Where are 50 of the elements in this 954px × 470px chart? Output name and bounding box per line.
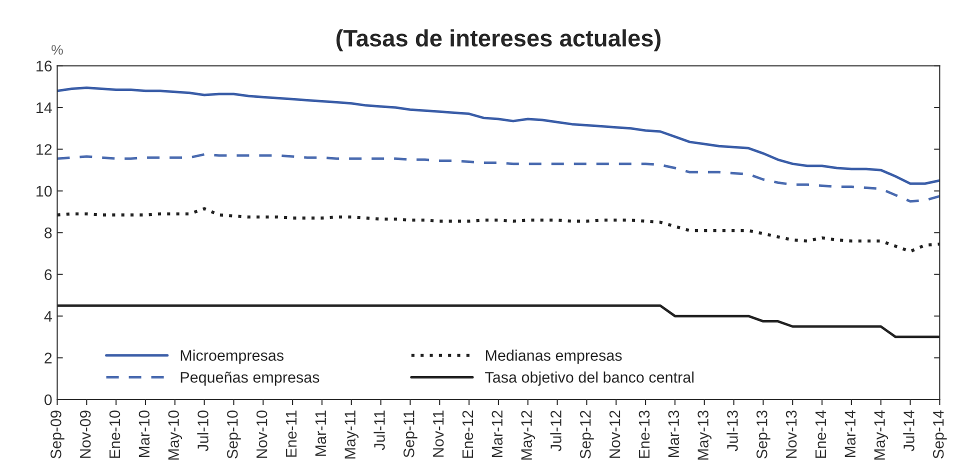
legend-label: Tasa objetivo del banco central — [485, 372, 694, 386]
x-tick-label: May-11 — [344, 410, 359, 458]
x-tick-label: Jul-14 — [903, 410, 914, 452]
x-tick-label: Mar-14 — [844, 410, 856, 458]
x-tick-label: Nov-09 — [80, 410, 91, 458]
x-tick-label: Mar-12 — [492, 410, 503, 458]
y-tick-label: 0 — [44, 394, 52, 406]
y-tick-label: 10 — [36, 186, 52, 197]
x-tick-label: Ene-11 — [286, 410, 297, 457]
x-tick-label: May-13 — [698, 410, 712, 460]
x-tick-label: Ene-14 — [815, 410, 826, 458]
x-tick-label: Ene-13 — [638, 410, 650, 458]
x-tick-label: May-10 — [168, 410, 182, 460]
x-tick-label: Mar-13 — [668, 410, 680, 458]
x-tick-label: Jul-13 — [726, 410, 738, 452]
y-axis-title: % — [52, 44, 63, 55]
y-tick-label: 6 — [44, 269, 52, 280]
y-tick-label: 14 — [36, 102, 52, 114]
legend-label: Microempresas — [180, 350, 284, 364]
x-tick-label: Sep-11 — [404, 410, 418, 458]
x-tick-label: Sep-12 — [580, 410, 594, 458]
line-series — [57, 304, 940, 338]
legend-label: Medianas empresas — [486, 350, 622, 364]
y-tick-label: 16 — [36, 60, 52, 72]
x-tick-label: Sep-13 — [756, 410, 770, 458]
x-tick-label: May-14 — [874, 410, 888, 460]
x-tick-label: Sep-10 — [227, 410, 241, 458]
legend-label: Pequeñas empresas — [180, 372, 320, 386]
x-tick-label: Nov-10 — [256, 410, 268, 458]
x-tick-label: Sep-14 — [932, 410, 947, 458]
x-tick-label: Mar-10 — [138, 410, 150, 458]
x-tick-label: Nov-11 — [433, 410, 444, 457]
x-tick-label: Jul-11 — [374, 410, 385, 450]
x-tick-label: Nov-13 — [786, 410, 797, 458]
x-tick-label: Ene-12 — [462, 410, 474, 458]
x-tick-label: Jul-12 — [550, 410, 562, 452]
y-tick-label: 12 — [36, 144, 52, 155]
line-series — [57, 153, 940, 203]
x-tick-label: Sep-09 — [50, 410, 64, 458]
y-tick-label: 2 — [44, 352, 52, 364]
x-tick-label: Nov-12 — [609, 410, 620, 458]
y-tick-label: 8 — [44, 228, 52, 238]
x-tick-label: Mar-11 — [315, 410, 326, 456]
chart-title: (Tasas de intereses actuales) — [336, 29, 660, 52]
x-tick-label: Ene-10 — [109, 410, 120, 458]
line-series — [57, 86, 940, 185]
line-series — [57, 207, 940, 253]
x-tick-label: May-12 — [521, 410, 535, 460]
x-tick-label: Jul-10 — [197, 410, 208, 452]
y-tick-label: 4 — [44, 311, 52, 322]
